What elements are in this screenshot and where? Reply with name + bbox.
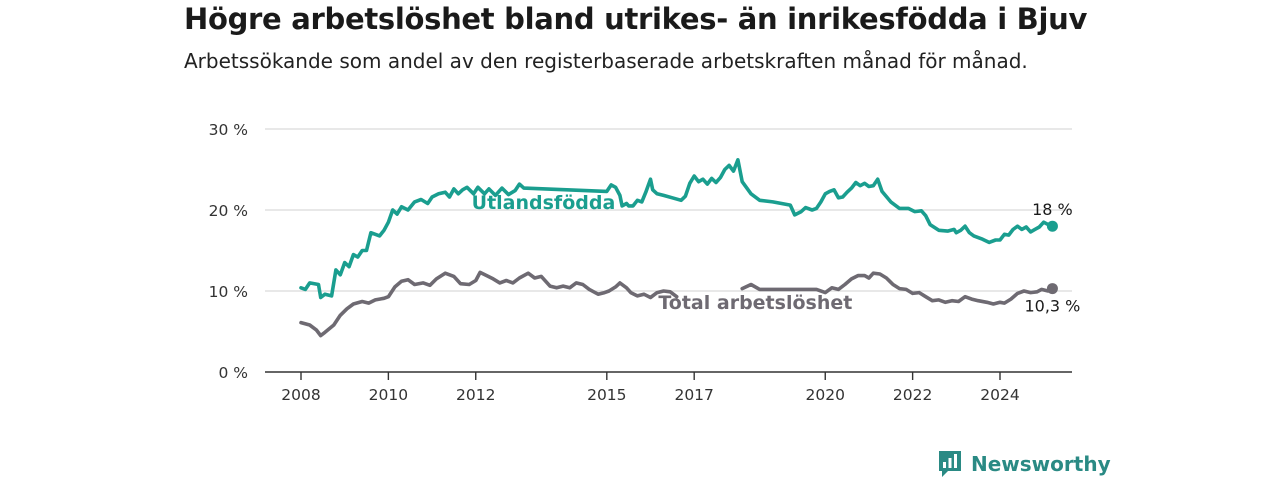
series-label-utlandsfodda: Utlandsfödda — [472, 192, 616, 214]
end-point-utlandsfodda — [1046, 220, 1058, 232]
brand-name: Newsworthy — [971, 452, 1111, 476]
series-line-utlandsfodda — [299, 158, 1055, 300]
end-point-total-arbetsloshet — [1046, 283, 1058, 295]
x-tick-label: 2022 — [893, 386, 932, 404]
end-label-total-arbetsloshet: 10,3 % — [1024, 297, 1080, 316]
newsworthy-brand: Newsworthy — [937, 449, 1111, 479]
series-labels: Utlandsfödda Total arbetslöshet 18 % 10,… — [472, 192, 1081, 315]
x-axis-ticks: 2008 2010 2012 2015 2017 2020 2022 2024 — [281, 372, 1020, 404]
end-label-utlandsfodda: 18 % — [1032, 200, 1073, 219]
x-tick-label: 2017 — [674, 386, 713, 404]
y-axis-ticks: 0 % 10 % 20 % 30 % — [209, 121, 248, 382]
y-tick-label: 0 % — [218, 364, 248, 382]
x-tick-label: 2008 — [281, 386, 320, 404]
x-tick-label: 2015 — [587, 386, 626, 404]
x-tick-label: 2020 — [806, 386, 845, 404]
chart-title: Högre arbetslöshet bland utrikes- än inr… — [184, 2, 1088, 36]
series-label-total-arbetsloshet: Total arbetslöshet — [658, 292, 852, 314]
x-tick-label: 2010 — [369, 386, 408, 404]
y-tick-label: 30 % — [209, 121, 248, 139]
y-tick-label: 20 % — [209, 202, 248, 220]
series-lines — [299, 158, 1058, 338]
x-tick-label: 2024 — [980, 386, 1019, 404]
x-tick-label: 2012 — [456, 386, 495, 404]
y-tick-label: 10 % — [209, 283, 248, 301]
series-line-total-arbetsloshet — [299, 270, 679, 338]
grid-lines — [265, 128, 1072, 373]
newsworthy-logo-icon — [937, 449, 963, 479]
series-line-total-arbetsloshet — [740, 271, 1055, 306]
chart-subtitle: Arbetssökande som andel av den registerb… — [184, 49, 1028, 73]
